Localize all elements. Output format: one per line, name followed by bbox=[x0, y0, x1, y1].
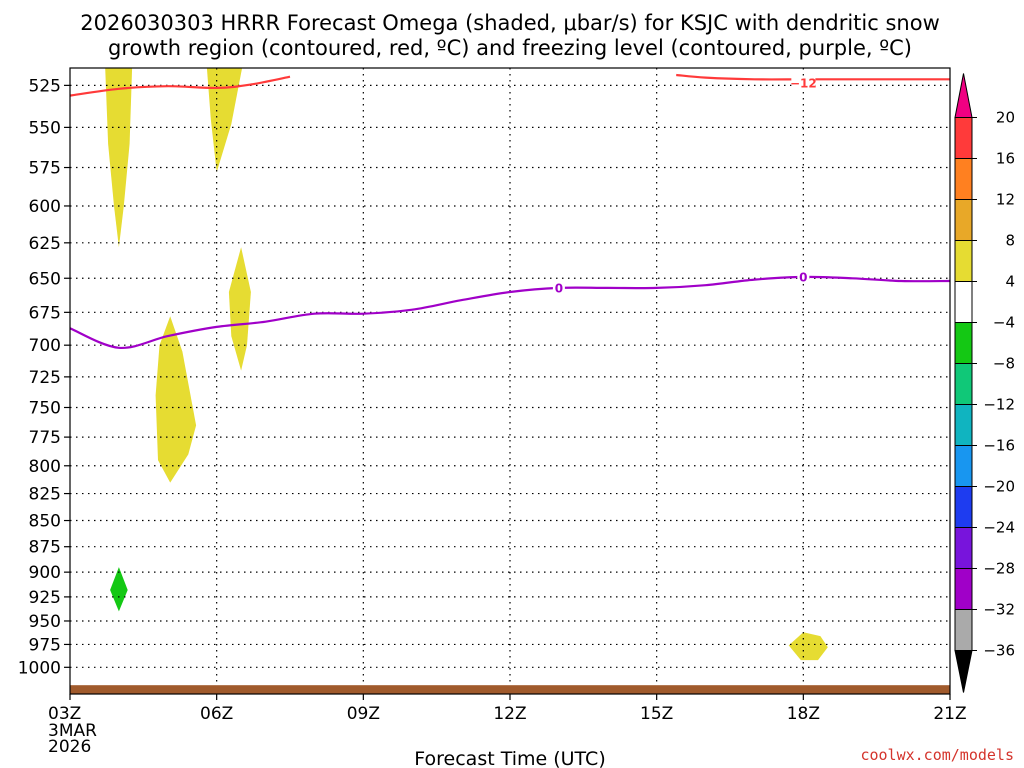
colorbar-label-2: 12 bbox=[996, 191, 1015, 209]
colorbar-swatch-6 bbox=[954, 363, 973, 405]
colorbar-label-5: −4 bbox=[993, 314, 1015, 332]
colorbar-label-7: −12 bbox=[983, 396, 1015, 414]
freezing-level-label-0: 0 bbox=[555, 281, 563, 295]
colorbar-bottom-triangle bbox=[954, 650, 973, 693]
omega-region-yellow-4-8-1 bbox=[206, 68, 243, 173]
colorbar-label-9: −20 bbox=[983, 478, 1015, 496]
colorbar: 20 16 12 8 4 −4 −8 −12 −16 −20 −24 −28 −32 −36 bbox=[954, 73, 1015, 693]
grid-lines bbox=[70, 68, 950, 694]
colorbar-swatch-2 bbox=[954, 199, 973, 241]
colorbar-label-3: 8 bbox=[1005, 232, 1015, 250]
terrain-ground bbox=[70, 685, 950, 694]
omega-region-yellow-4-8-3 bbox=[155, 316, 197, 483]
y-tick-label-875: 875 bbox=[29, 538, 61, 558]
omega-shading bbox=[105, 68, 828, 661]
y-tick-label-725: 725 bbox=[29, 368, 61, 388]
freezing-level-contours: 00 bbox=[70, 269, 950, 349]
y-tick-label-975: 975 bbox=[29, 635, 61, 655]
colorbar-swatch-5 bbox=[954, 322, 973, 364]
colorbar-swatch-10 bbox=[954, 527, 973, 569]
colorbar-swatch-7 bbox=[954, 404, 973, 446]
dgz-label-background bbox=[791, 77, 816, 90]
omega-region-yellow-4-8-0 bbox=[105, 68, 133, 248]
colorbar-label-10: −24 bbox=[983, 519, 1015, 537]
colorbar-swatch-11 bbox=[954, 568, 973, 610]
y-tick-label-800: 800 bbox=[29, 457, 61, 477]
plot-area: −12 00 bbox=[70, 68, 950, 694]
colorbar-label-12: −32 bbox=[983, 601, 1015, 619]
colorbar-top-triangle bbox=[954, 73, 973, 118]
freezing-label-background-0 bbox=[552, 280, 565, 295]
y-tick-label-650: 650 bbox=[29, 269, 61, 289]
colorbar-swatch-8 bbox=[954, 445, 973, 487]
colorbar-label-4: 4 bbox=[1005, 273, 1015, 291]
colorbar-swatch-0 bbox=[954, 117, 973, 159]
y-tick-label-1000: 1000 bbox=[18, 658, 61, 678]
y-tick-label-825: 825 bbox=[29, 485, 61, 505]
colorbar-swatch-4 bbox=[954, 281, 973, 323]
x-tick-label-15Z: 15Z bbox=[640, 704, 673, 724]
dgz-contour-label: −12 bbox=[790, 76, 817, 90]
y-tick-label-625: 625 bbox=[29, 234, 61, 254]
pressure-axis: 525 550 575 600 625 650 675 700 725 750 775 800 825 8… bbox=[18, 76, 70, 678]
dgz-contour-line-0 bbox=[70, 75, 291, 97]
omega-region-yellow-4-8-2 bbox=[228, 247, 251, 371]
x-tick-sublabel-0: 3MAR bbox=[48, 721, 97, 741]
colorbar-swatch-12 bbox=[954, 609, 973, 651]
colorbar-swatch-1 bbox=[954, 158, 973, 200]
colorbar-label-6: −8 bbox=[993, 355, 1015, 373]
y-tick-label-925: 925 bbox=[29, 588, 61, 608]
y-tick-label-900: 900 bbox=[29, 563, 61, 583]
freezing-label-background-1 bbox=[797, 269, 810, 284]
x-tick-label-09Z: 09Z bbox=[347, 704, 380, 724]
y-tick-label-750: 750 bbox=[29, 398, 61, 418]
omega-region-yellow-4-8-5 bbox=[788, 632, 828, 661]
credit-text: coolwx.com/models bbox=[860, 746, 1014, 764]
y-tick-label-775: 775 bbox=[29, 428, 61, 448]
x-tick-label-18Z: 18Z bbox=[787, 704, 820, 724]
y-tick-label-950: 950 bbox=[29, 612, 61, 632]
y-tick-label-600: 600 bbox=[29, 197, 61, 217]
y-tick-label-700: 700 bbox=[29, 336, 61, 356]
y-tick-label-525: 525 bbox=[29, 76, 61, 96]
colorbar-swatch-9 bbox=[954, 486, 973, 528]
colorbar-label-0: 20 bbox=[996, 109, 1015, 127]
colorbar-label-8: −16 bbox=[983, 437, 1015, 455]
colorbar-label-11: −28 bbox=[983, 560, 1015, 578]
y-tick-label-575: 575 bbox=[29, 159, 61, 179]
x-tick-sublabel-1: 2026 bbox=[48, 737, 91, 757]
y-tick-label-850: 850 bbox=[29, 512, 61, 532]
y-tick-label-550: 550 bbox=[29, 118, 61, 138]
freezing-level-label-1: 0 bbox=[799, 270, 807, 284]
omega-region-green-neg4-neg8-4 bbox=[110, 567, 128, 612]
x-tick-label-06Z: 06Z bbox=[200, 704, 233, 724]
x-tick-label-21Z: 21Z bbox=[933, 704, 966, 724]
colorbar-label-1: 16 bbox=[996, 150, 1015, 168]
x-axis-label: Forecast Time (UTC) bbox=[414, 748, 605, 768]
colorbar-swatch-3 bbox=[954, 240, 973, 282]
x-tick-label-03Z: 03Z bbox=[48, 704, 81, 724]
x-tick-label-12Z: 12Z bbox=[493, 704, 526, 724]
colorbar-label-13: −36 bbox=[983, 642, 1015, 660]
y-tick-label-675: 675 bbox=[29, 303, 61, 323]
chart-title-line-2: growth region (contoured, red, ºC) and f… bbox=[108, 36, 912, 60]
dendritic-growth-contours: −12 bbox=[70, 73, 950, 97]
chart-title-line-1: 2026030303 HRRR Forecast Omega (shaded, … bbox=[80, 11, 940, 35]
